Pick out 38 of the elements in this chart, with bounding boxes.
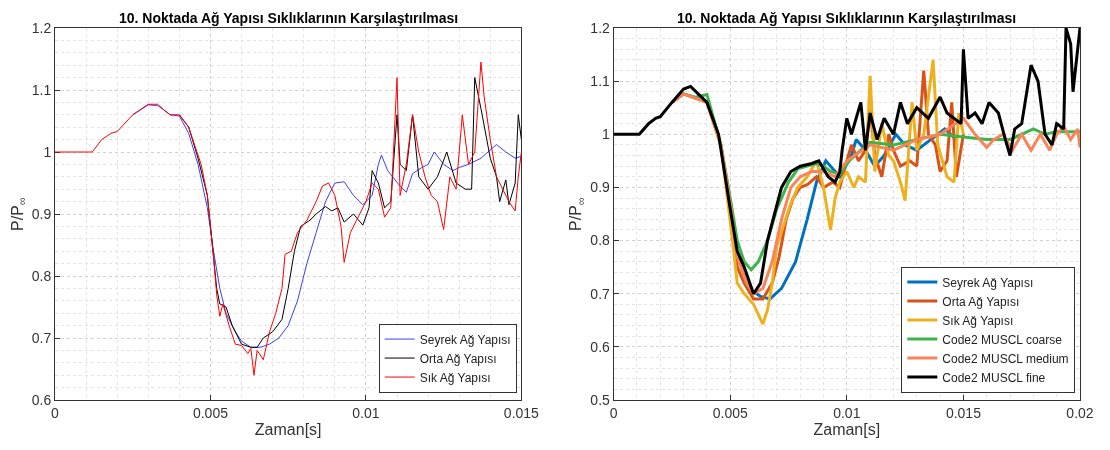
chart-title: 10. Noktada Ağ Yapısı Sıklıklarının Karşılaştırılması bbox=[677, 10, 1017, 26]
y-tick-label: 1 bbox=[43, 143, 52, 160]
y-tick-label: 0.7 bbox=[590, 285, 611, 302]
x-tick-label: 0 bbox=[51, 404, 60, 421]
y-tick-label: 1.1 bbox=[590, 73, 611, 90]
x-tick-label: 0.02 bbox=[1066, 404, 1094, 421]
legend-label: Sık Ağ Yapısı bbox=[942, 313, 1014, 328]
x-axis-title: Zaman[s] bbox=[813, 421, 881, 439]
y-tick-label: 0.8 bbox=[31, 267, 52, 284]
x-tick-label: 0.005 bbox=[192, 404, 229, 421]
x-tick-label: 0.005 bbox=[712, 404, 748, 421]
x-axis-title: Zaman[s] bbox=[254, 421, 322, 439]
legend-label: Orta Ağ Yapısı bbox=[942, 294, 1020, 309]
legend-label: Code2 MUSCL fine bbox=[942, 370, 1046, 385]
y-tick-label: 0.6 bbox=[590, 338, 611, 355]
legend-label: Seyrek Ağ Yapısı bbox=[942, 275, 1034, 290]
y-tick-label: 1.2 bbox=[31, 19, 52, 36]
x-tick-label: 0.01 bbox=[352, 404, 380, 421]
x-tick-label: 0.015 bbox=[503, 404, 540, 421]
chart-title: 10. Noktada Ağ Yapısı Sıklıklarının Karşılaştırılması bbox=[119, 10, 459, 26]
y-tick-label: 0.8 bbox=[590, 232, 611, 249]
y-tick-label: 0.9 bbox=[31, 205, 52, 222]
x-tick-label: 0 bbox=[609, 404, 618, 421]
y-tick-label: 0.5 bbox=[590, 391, 611, 408]
y-tick-label: 1.2 bbox=[590, 19, 611, 36]
x-tick-label: 0.015 bbox=[945, 404, 982, 421]
legend-label: Code2 MUSCL coarse bbox=[942, 332, 1063, 347]
legend-label: Code2 MUSCL medium bbox=[942, 351, 1069, 366]
line-series bbox=[613, 28, 1080, 296]
x-tick-label: 0.01 bbox=[833, 404, 861, 421]
y-tick-label: 1 bbox=[602, 126, 611, 143]
legend-label: Sık Ağ Yapısı bbox=[419, 370, 491, 385]
y-tick-label: 0.9 bbox=[590, 179, 611, 196]
legend-label: Seyrek Ağ Yapısı bbox=[419, 332, 511, 347]
y-tick-label: 0.6 bbox=[31, 391, 52, 408]
y-tick-label: 0.7 bbox=[31, 329, 52, 346]
y-tick-label: 1.1 bbox=[31, 81, 52, 98]
legend-label: Orta Ağ Yapısı bbox=[419, 351, 497, 366]
